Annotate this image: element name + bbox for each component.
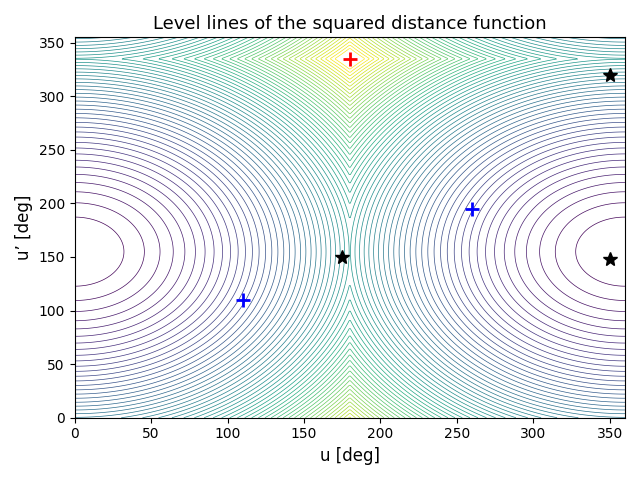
Title: Level lines of the squared distance function: Level lines of the squared distance func… [153,15,547,33]
Y-axis label: u’ [deg]: u’ [deg] [15,195,33,260]
X-axis label: u [deg]: u [deg] [320,447,380,465]
